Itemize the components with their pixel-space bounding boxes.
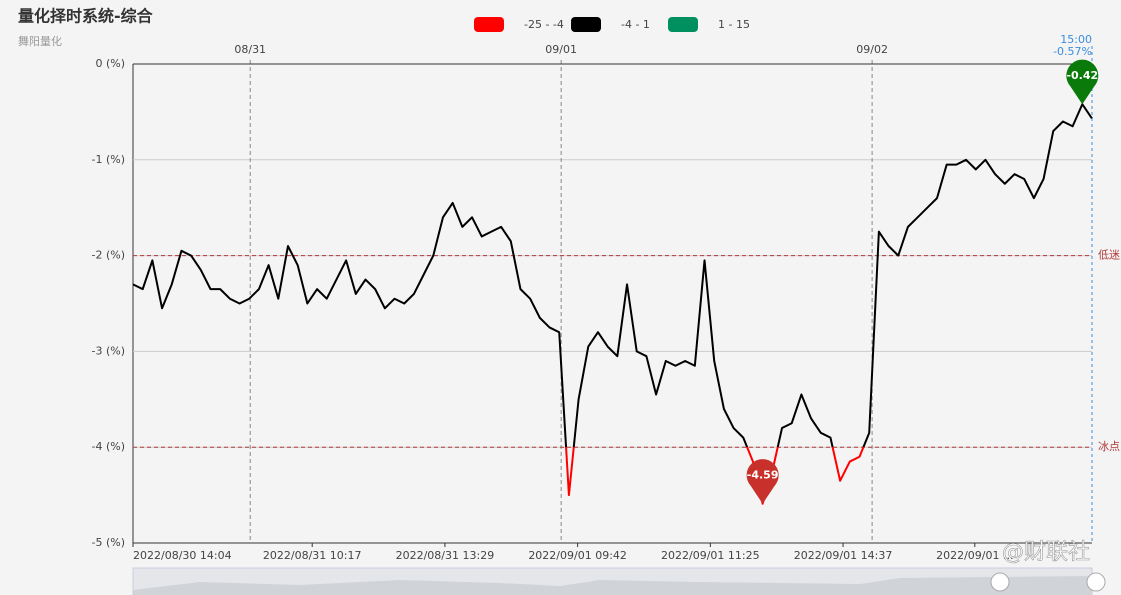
series-line (132, 103, 1093, 505)
cursor-value: -0.57% (1053, 45, 1092, 58)
y-tick-label: -2 (%) (92, 249, 126, 262)
chart-title: 量化择时系统-综合 (18, 7, 154, 26)
legend-swatch (474, 17, 504, 32)
slider-handle[interactable] (990, 572, 1010, 592)
mark-pin-label: -4.59 (747, 469, 779, 482)
mark-line-label: 冰点 (1098, 440, 1120, 453)
x-tick-label: 2022/09/01 11:25 (661, 549, 760, 562)
date-label: 09/01 (545, 43, 577, 56)
chart-subtitle: 舞阳量化 (18, 34, 62, 48)
legend-label: -25 - -4 (524, 18, 564, 31)
y-tick-label: -3 (%) (92, 344, 126, 357)
x-tick-label: 2022/09/01 ... (936, 549, 1013, 562)
legend-swatch (571, 17, 601, 32)
date-label: 08/31 (234, 43, 266, 56)
cursor-time: 15:00 (1060, 33, 1092, 46)
x-tick-label: 2022/09/01 09:42 (528, 549, 627, 562)
watermark: @财联社 (1002, 540, 1090, 565)
mark-pin (1066, 59, 1099, 105)
mark-pin (746, 459, 779, 504)
y-tick-label: -5 (%) (92, 536, 126, 549)
mark-pin-label: -0.42 (1066, 69, 1098, 82)
legend-label: -4 - 1 (621, 18, 650, 31)
x-tick-label: 2022/08/31 10:17 (263, 549, 362, 562)
y-tick-label: -1 (%) (92, 153, 126, 166)
slider-preview (133, 576, 1092, 595)
y-tick-label: 0 (%) (95, 57, 125, 70)
y-tick-label: -4 (%) (92, 440, 126, 453)
x-tick-label: 2022/08/30 14:04 (133, 549, 232, 562)
x-tick-label: 2022/09/01 14:37 (794, 549, 893, 562)
date-label: 09/02 (856, 43, 888, 56)
slider-handle[interactable] (1086, 572, 1106, 592)
legend-label: 1 - 15 (718, 18, 750, 31)
x-tick-label: 2022/08/31 13:29 (396, 549, 495, 562)
mark-line-label: 低迷 (1098, 249, 1120, 262)
legend-swatch (668, 17, 698, 32)
